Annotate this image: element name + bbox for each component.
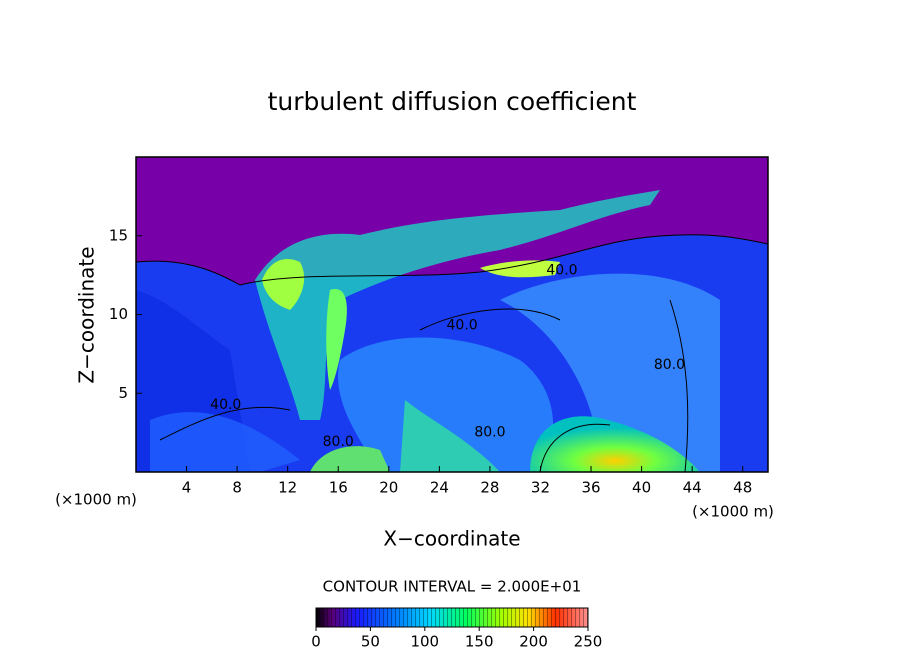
x-tick-label: 12	[278, 479, 297, 497]
x-tick-label: 20	[379, 479, 398, 497]
colorbar-tick-label: 50	[361, 633, 380, 651]
contour-label: 40.0	[210, 397, 241, 413]
colorbar-frame	[315, 607, 589, 628]
x-tick-label: 44	[683, 479, 702, 497]
x-tick-label: 48	[733, 479, 752, 497]
contour-label: 80.0	[474, 425, 505, 441]
contour-interval: CONTOUR INTERVAL = 2.000E+01	[323, 578, 582, 596]
colorbar-tick-label: 100	[410, 633, 439, 651]
colorbar-tick-label: 200	[519, 633, 548, 651]
y-axis-label: Z−coordinate	[75, 246, 99, 383]
chart-title: turbulent diffusion coefficient	[268, 87, 637, 116]
x-tick-label: 8	[232, 479, 242, 497]
y-tick-label: 5	[118, 384, 128, 402]
x-tick-label: 4	[182, 479, 192, 497]
x-unit-label: (×1000 m)	[692, 503, 774, 521]
x-axis-label: X−coordinate	[383, 527, 520, 551]
contour-field	[136, 157, 768, 472]
x-unit-label: (×1000 m)	[55, 491, 137, 509]
x-tick-label: 28	[480, 479, 499, 497]
y-tick-label: 15	[109, 226, 128, 244]
x-tick-label: 40	[632, 479, 651, 497]
x-tick-label: 24	[430, 479, 449, 497]
contour-label: 80.0	[654, 357, 685, 373]
contour-label: 40.0	[546, 262, 577, 278]
x-tick-label: 16	[329, 479, 348, 497]
x-tick-label: 32	[531, 479, 550, 497]
x-tick-label: 36	[581, 479, 600, 497]
contour-label: 40.0	[447, 318, 478, 334]
colorbar-tick-label: 150	[465, 633, 494, 651]
colorbar-tick-label: 0	[311, 633, 321, 651]
colorbar-tick-label: 250	[574, 633, 603, 651]
y-tick-label: 10	[109, 305, 128, 323]
contour-label: 80.0	[323, 434, 354, 450]
